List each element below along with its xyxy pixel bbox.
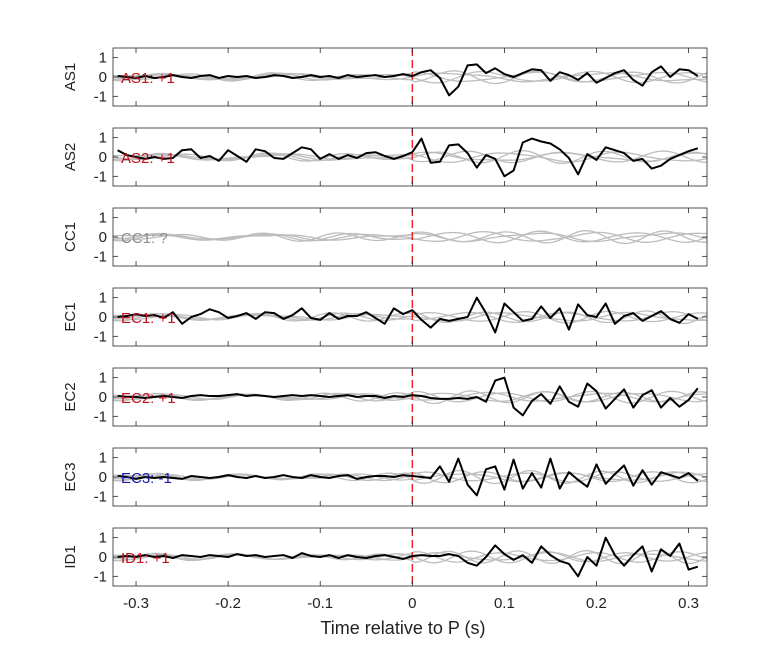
polarity-annotation: ID1: +1 <box>121 550 170 567</box>
panel-y-label: EC2 <box>62 382 79 411</box>
polarity-annotation: CC1: ? <box>121 230 168 247</box>
y-tick-label: 1 <box>99 370 107 387</box>
x-tick-label: 0.3 <box>678 595 699 612</box>
background-trace <box>112 72 708 83</box>
station-trace <box>117 137 699 178</box>
station-trace <box>117 536 699 578</box>
panel-y-label: EC3 <box>62 462 79 491</box>
background-trace <box>112 310 708 325</box>
polarity-annotation: EC2: +1 <box>121 390 176 407</box>
panel-y-label: ID1 <box>62 545 79 568</box>
background-trace <box>112 149 708 165</box>
background-trace <box>112 549 708 565</box>
polarity-annotation: AS2: +1 <box>121 150 175 167</box>
x-tick-label: -0.1 <box>307 595 333 612</box>
y-tick-label: 1 <box>99 130 107 147</box>
y-tick-label: -1 <box>94 488 107 505</box>
y-tick-label: -1 <box>94 248 107 265</box>
polarity-annotation: AS1: +1 <box>121 70 175 87</box>
panel: -1 0 1 EC1 EC1: +1 <box>62 287 708 347</box>
panel-y-label: EC1 <box>62 302 79 331</box>
x-tick-label: -0.2 <box>215 595 241 612</box>
y-tick-label: -1 <box>94 568 107 585</box>
y-tick-label: 0 <box>99 229 107 246</box>
station-trace <box>117 296 699 334</box>
panel: -1 0 1 EC3 EC3: -1 <box>62 447 708 507</box>
panel: -1 0 1 ID1 ID1: +1 <box>62 527 708 587</box>
panel: -1 0 1 EC2 EC2: +1 <box>62 367 708 427</box>
station-trace <box>117 457 699 497</box>
x-tick-label: 0 <box>408 595 416 612</box>
y-tick-label: 0 <box>99 309 107 326</box>
x-axis-label: Time relative to P (s) <box>320 618 485 638</box>
y-tick-label: -1 <box>94 88 107 105</box>
panel-stack: -1 0 1 AS1 AS1: +1 -1 0 1 AS2 AS2: +1 -1 0 1 CC1 CC1: … <box>62 47 708 612</box>
background-trace <box>112 550 708 564</box>
panel-y-label: AS1 <box>62 63 79 91</box>
y-tick-label: -1 <box>94 328 107 345</box>
y-tick-label: -1 <box>94 168 107 185</box>
station-trace <box>117 376 699 417</box>
x-tick-label: -0.3 <box>123 595 149 612</box>
background-trace <box>113 151 708 164</box>
y-tick-label: 1 <box>99 530 107 547</box>
background-trace <box>113 71 708 83</box>
x-tick-label: 0.1 <box>494 595 515 612</box>
x-tick-label: 0.2 <box>586 595 607 612</box>
y-tick-label: 0 <box>99 149 107 166</box>
y-tick-label: 1 <box>99 210 107 227</box>
panel: -1 0 1 AS2 AS2: +1 <box>62 127 708 187</box>
panel: -1 0 1 AS1 AS1: +1 <box>62 47 708 107</box>
background-trace <box>112 229 707 245</box>
panel: -1 0 1 CC1 CC1: ? <box>62 207 708 267</box>
station-trace <box>117 63 699 97</box>
y-tick-label: 1 <box>99 50 107 67</box>
y-tick-label: 0 <box>99 69 107 86</box>
y-tick-label: 0 <box>99 389 107 406</box>
panel-y-label: CC1 <box>62 222 79 252</box>
y-tick-label: 1 <box>99 290 107 307</box>
panel-y-label: AS2 <box>62 143 79 171</box>
y-tick-label: 1 <box>99 450 107 467</box>
polarity-annotation: EC3: -1 <box>121 470 172 487</box>
y-tick-label: 0 <box>99 549 107 566</box>
y-tick-label: -1 <box>94 408 107 425</box>
y-tick-label: 0 <box>99 469 107 486</box>
polarity-annotation: EC1: +1 <box>121 310 176 327</box>
background-trace <box>112 469 708 485</box>
